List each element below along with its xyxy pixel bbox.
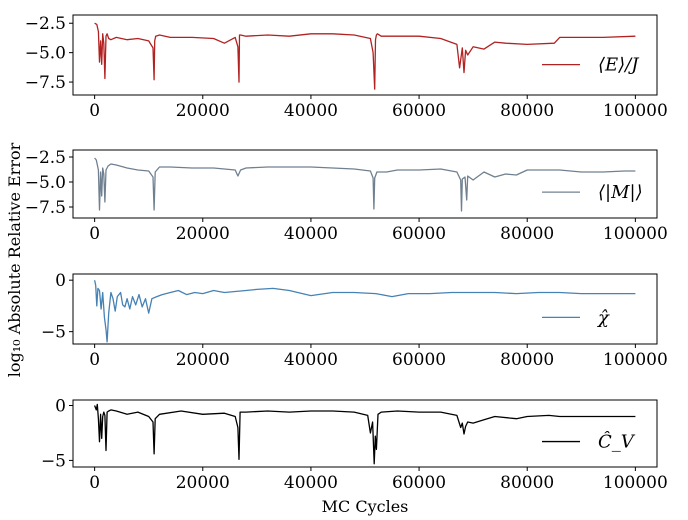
series-line <box>94 22 636 90</box>
legend-label: χ̂ <box>596 307 610 328</box>
legend-label: ⟨E⟩/J <box>598 55 640 76</box>
axes-frame <box>72 273 658 345</box>
y-tick-label: −5.0 <box>25 173 66 193</box>
x-tick-label: 80000 <box>500 101 554 121</box>
x-tick-label: 80000 <box>500 473 554 493</box>
x-tick-label: 100000 <box>603 224 668 244</box>
y-tick-label: −5 <box>41 451 66 471</box>
legend-label: ⟨|M|⟩ <box>598 182 643 203</box>
y-tick-label: −2.5 <box>25 14 66 34</box>
y-tick-label: 0 <box>55 271 66 291</box>
x-tick-label: 40000 <box>284 224 338 244</box>
series-line <box>93 280 636 343</box>
y-tick-label: −2.5 <box>25 148 66 168</box>
x-tick-label: 20000 <box>176 350 230 370</box>
x-tick-label: 60000 <box>392 224 446 244</box>
x-tick-label: 20000 <box>176 101 230 121</box>
axes-frame <box>72 399 658 468</box>
y-tick-label: −7.5 <box>25 198 66 218</box>
y-tick-label: −7.5 <box>25 73 66 93</box>
x-tick-label: 0 <box>89 350 100 370</box>
series-line <box>94 157 636 212</box>
x-tick-label: 80000 <box>500 350 554 370</box>
x-tick-label: 20000 <box>176 224 230 244</box>
y-axis-label: log₁₀ Absolute Relative Error <box>5 142 24 377</box>
x-tick-label: 60000 <box>392 473 446 493</box>
x-tick-label: 60000 <box>392 101 446 121</box>
panel-3: 0 20000 40000 60000 80000 100000 0 −5 χ̂ <box>41 271 668 370</box>
y-tick-label: −5.0 <box>25 44 66 64</box>
legend-label: Ĉ_V <box>598 430 636 453</box>
x-tick-label: 0 <box>89 473 100 493</box>
x-tick-label: 20000 <box>176 473 230 493</box>
x-tick-label: 100000 <box>603 350 668 370</box>
y-tick-label: 0 <box>55 396 66 416</box>
x-tick-label: 100000 <box>603 473 668 493</box>
axes-frame <box>72 149 658 219</box>
panel-4: 0 20000 40000 60000 80000 100000 0 −5 Ĉ_V <box>41 396 668 493</box>
panel-2: 0 20000 40000 60000 80000 100000 −2.5 −5.0 −7.5 ⟨… <box>25 148 668 244</box>
x-tick-label: 40000 <box>284 101 338 121</box>
panel-1: 0 20000 40000 60000 80000 100000 −2.5 −5.0 −7.5 ⟨… <box>25 14 668 121</box>
axes-frame <box>72 14 658 96</box>
x-tick-label: 0 <box>89 224 100 244</box>
x-tick-label: 60000 <box>392 350 446 370</box>
x-tick-label: 80000 <box>500 224 554 244</box>
x-axis-label: MC Cycles <box>322 497 409 516</box>
x-tick-label: 100000 <box>603 101 668 121</box>
x-tick-label: 0 <box>89 101 100 121</box>
series-line <box>93 403 636 465</box>
x-tick-label: 40000 <box>284 473 338 493</box>
x-tick-label: 40000 <box>284 350 338 370</box>
y-tick-label: −5 <box>41 323 66 343</box>
